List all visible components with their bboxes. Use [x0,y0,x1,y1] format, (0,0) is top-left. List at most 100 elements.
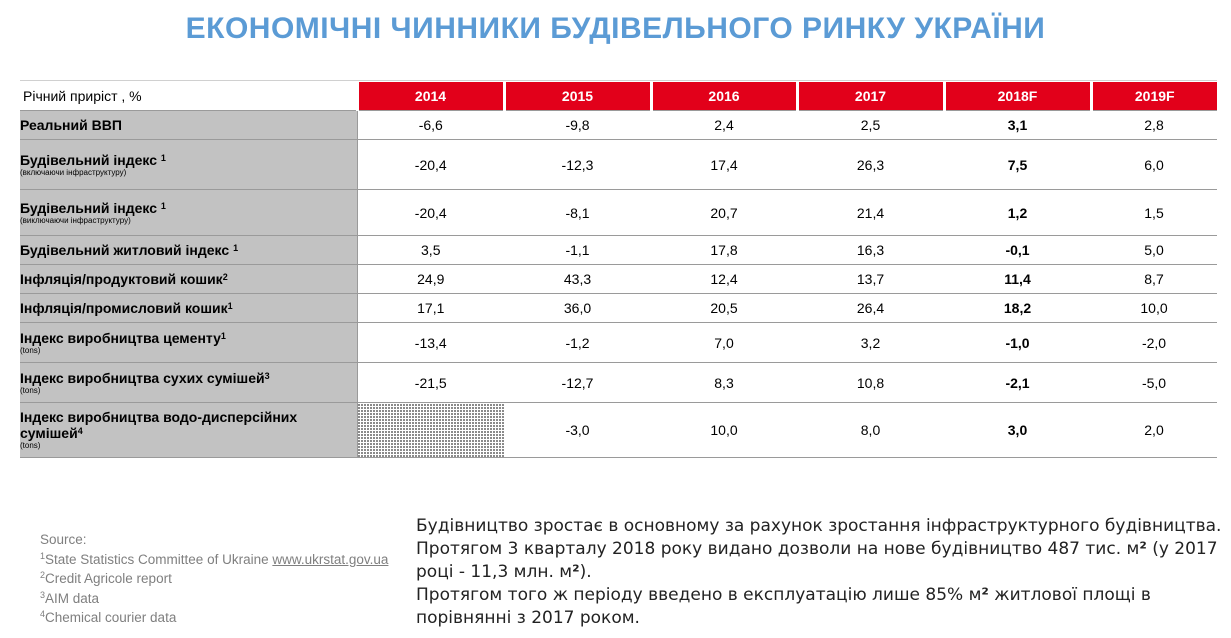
indicators-table: Річний приріст , % 2014 2015 2016 2017 2… [20,82,1217,458]
value-cell: -12,7 [504,362,651,403]
value-cell: -13,4 [357,322,504,363]
footnote-ref: 1 [220,330,226,341]
table-row: Будівельний індекс 1 (виключаючи інфрастр… [20,189,1217,236]
value-cell: -1,1 [504,235,651,265]
row-label: Будівельний житловий індекс 1 [20,235,358,265]
value-cell: 2,8 [1091,110,1217,140]
value-cell: 17,8 [651,235,797,265]
sources-block: Source: 1State Statistics Committee of U… [40,530,388,628]
value-cell: 3,1 [944,110,1091,140]
table-row: Інфляція/промисловий кошик1 17,1 36,0 20,5 2… [20,293,1217,323]
value-cell: 20,7 [651,189,797,236]
value-cell: 3,2 [797,322,944,363]
footnote-ref: 1 [233,243,239,253]
top-divider [20,80,1217,81]
source-text: AIM data [45,590,100,606]
footnote-ref: 1 [160,200,166,211]
value-cell: 24,9 [357,264,504,294]
row-label: Індекс виробництва цементу1 (tons) [20,322,358,363]
table-row: Реальний ВВП -6,6 -9,8 2,4 2,5 3,1 2,8 [20,110,1217,140]
footnote-ref: 4 [77,426,83,436]
footnote-number: 4 [40,609,46,619]
value-cell: 36,0 [504,293,651,323]
source-item: 4Chemical courier data [40,608,388,628]
year-header: 2015 [502,82,651,111]
commentary-text: Будівництво зростає в основному за рахун… [416,515,1226,630]
value-cell: -12,3 [504,139,651,190]
footnote-ref: 3 [264,370,270,381]
value-cell: 2,4 [651,110,797,140]
value-cell: -2,1 [944,362,1091,403]
row-sublabel: (tons) [20,345,41,355]
row-label: Реальний ВВП [20,110,358,140]
value-cell: 21,4 [797,189,944,236]
footnote-number: 3 [40,589,46,600]
value-cell: -6,6 [357,110,504,140]
row-label: Будівельний індекс 1 (включаючи інфрастру… [20,139,358,190]
commentary-paragraph: Будівництво зростає в основному за рахун… [416,516,1222,536]
value-cell: 6,0 [1091,139,1217,190]
page-title: ЕКОНОМІЧНІ ЧИННИКИ БУДІВЕЛЬНОГО РИНКУ УК… [185,12,1046,45]
row-label: Будівельний індекс 1 (виключаючи інфрастр… [20,189,358,236]
value-cell: 26,3 [797,139,944,190]
year-header: 2016 [649,82,797,111]
value-cell: 8,3 [651,362,797,403]
value-cell: 3,5 [357,235,504,265]
value-cell: -1,0 [944,322,1091,363]
year-header: 2019F [1089,82,1217,111]
table-row: Індекс виробництва сухих сумішей3 (tons) -… [20,362,1217,403]
footnote-ref: 1 [160,152,166,163]
value-cell: 2,5 [797,110,944,140]
value-cell: 10,8 [797,362,944,403]
value-cell: 11,4 [944,264,1091,294]
value-cell: -2,0 [1091,322,1217,363]
source-text: Chemical courier data [45,610,177,625]
row-sublabel: (tons) [20,385,41,395]
value-cell: 13,7 [797,264,944,294]
year-header: 2018F [942,82,1091,111]
header-label: Річний приріст , % [20,82,357,111]
source-item: 2Credit Agricole report [40,569,388,589]
value-cell: 43,3 [504,264,651,294]
value-cell: -0,1 [944,235,1091,265]
value-cell: 1,2 [944,189,1091,236]
table-row: Індекс виробництва цементу1 (tons) -13,4 -1… [20,322,1217,363]
empty-cell [357,402,504,458]
commentary-paragraph: Протягом 3 кварталу 2018 року видано доз… [416,539,1218,582]
value-cell: 17,4 [651,139,797,190]
source-text: State Statistics Committee of Ukraine [45,551,273,567]
row-sublabel: (включаючи інфраструктуру) [20,167,127,177]
value-cell: 2,0 [1091,402,1217,458]
value-cell: 8,0 [797,402,944,458]
sources-heading: Source: [40,532,87,547]
value-cell: 18,2 [944,293,1091,323]
value-cell: -1,2 [504,322,651,363]
value-cell: -20,4 [357,139,504,190]
table-row: Інфляція/продуктовий кошик2 24,9 43,3 12,4 1… [20,264,1217,294]
commentary-paragraph: Протягом того ж періоду введено в експлу… [416,585,1151,628]
value-cell: 10,0 [1091,293,1217,323]
value-cell: 20,5 [651,293,797,323]
value-cell: -20,4 [357,189,504,236]
value-cell: 8,7 [1091,264,1217,294]
value-cell: 7,0 [651,322,797,363]
row-label: Індекс виробництва водо-дисперсійних сум… [20,402,358,458]
source-text: Credit Agricole report [45,571,172,586]
table-row: Будівельний індекс 1 (включаючи інфрастру… [20,139,1217,190]
year-header: 2017 [795,82,944,111]
value-cell: -9,8 [504,110,651,140]
source-link[interactable]: www.ukrstat.gov.ua [272,551,389,567]
footnote-number: 2 [40,570,46,580]
value-cell: 5,0 [1091,235,1217,265]
footnote-ref: 2 [222,272,228,282]
value-cell: 7,5 [944,139,1091,190]
table-row: Індекс виробництва водо-дисперсійних сум… [20,402,1217,458]
row-sublabel: (виключаючи інфраструктуру) [20,215,131,225]
value-cell: -8,1 [504,189,651,236]
year-header: 2014 [355,82,504,111]
value-cell: 17,1 [357,293,504,323]
row-label: Індекс виробництва сухих сумішей3 (tons) [20,362,358,403]
row-sublabel: (tons) [20,441,41,450]
row-label: Інфляція/промисловий кошик1 [20,293,358,323]
row-label: Інфляція/продуктовий кошик2 [20,264,358,294]
